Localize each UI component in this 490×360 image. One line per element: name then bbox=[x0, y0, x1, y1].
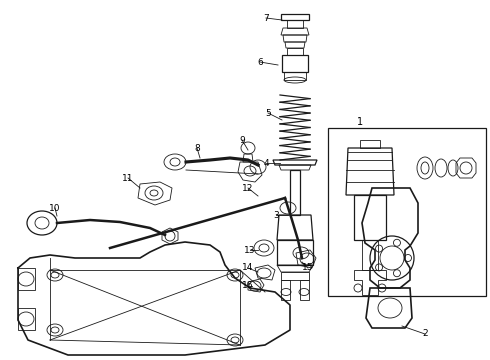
Text: 9: 9 bbox=[239, 135, 245, 144]
Text: 14: 14 bbox=[243, 264, 254, 273]
Bar bbox=[328, 128, 486, 296]
Text: 15: 15 bbox=[302, 264, 314, 273]
Text: 16: 16 bbox=[242, 282, 254, 291]
Text: 2: 2 bbox=[422, 329, 428, 338]
Text: 10: 10 bbox=[49, 203, 61, 212]
Text: 5: 5 bbox=[265, 108, 271, 117]
Text: 4: 4 bbox=[263, 158, 269, 167]
Text: 11: 11 bbox=[122, 174, 134, 183]
Text: 3: 3 bbox=[273, 211, 279, 220]
Text: 1: 1 bbox=[357, 117, 363, 127]
Text: 13: 13 bbox=[244, 246, 256, 255]
Text: 12: 12 bbox=[243, 184, 254, 193]
Text: 6: 6 bbox=[257, 58, 263, 67]
Text: 8: 8 bbox=[194, 144, 200, 153]
Text: 7: 7 bbox=[263, 14, 269, 23]
